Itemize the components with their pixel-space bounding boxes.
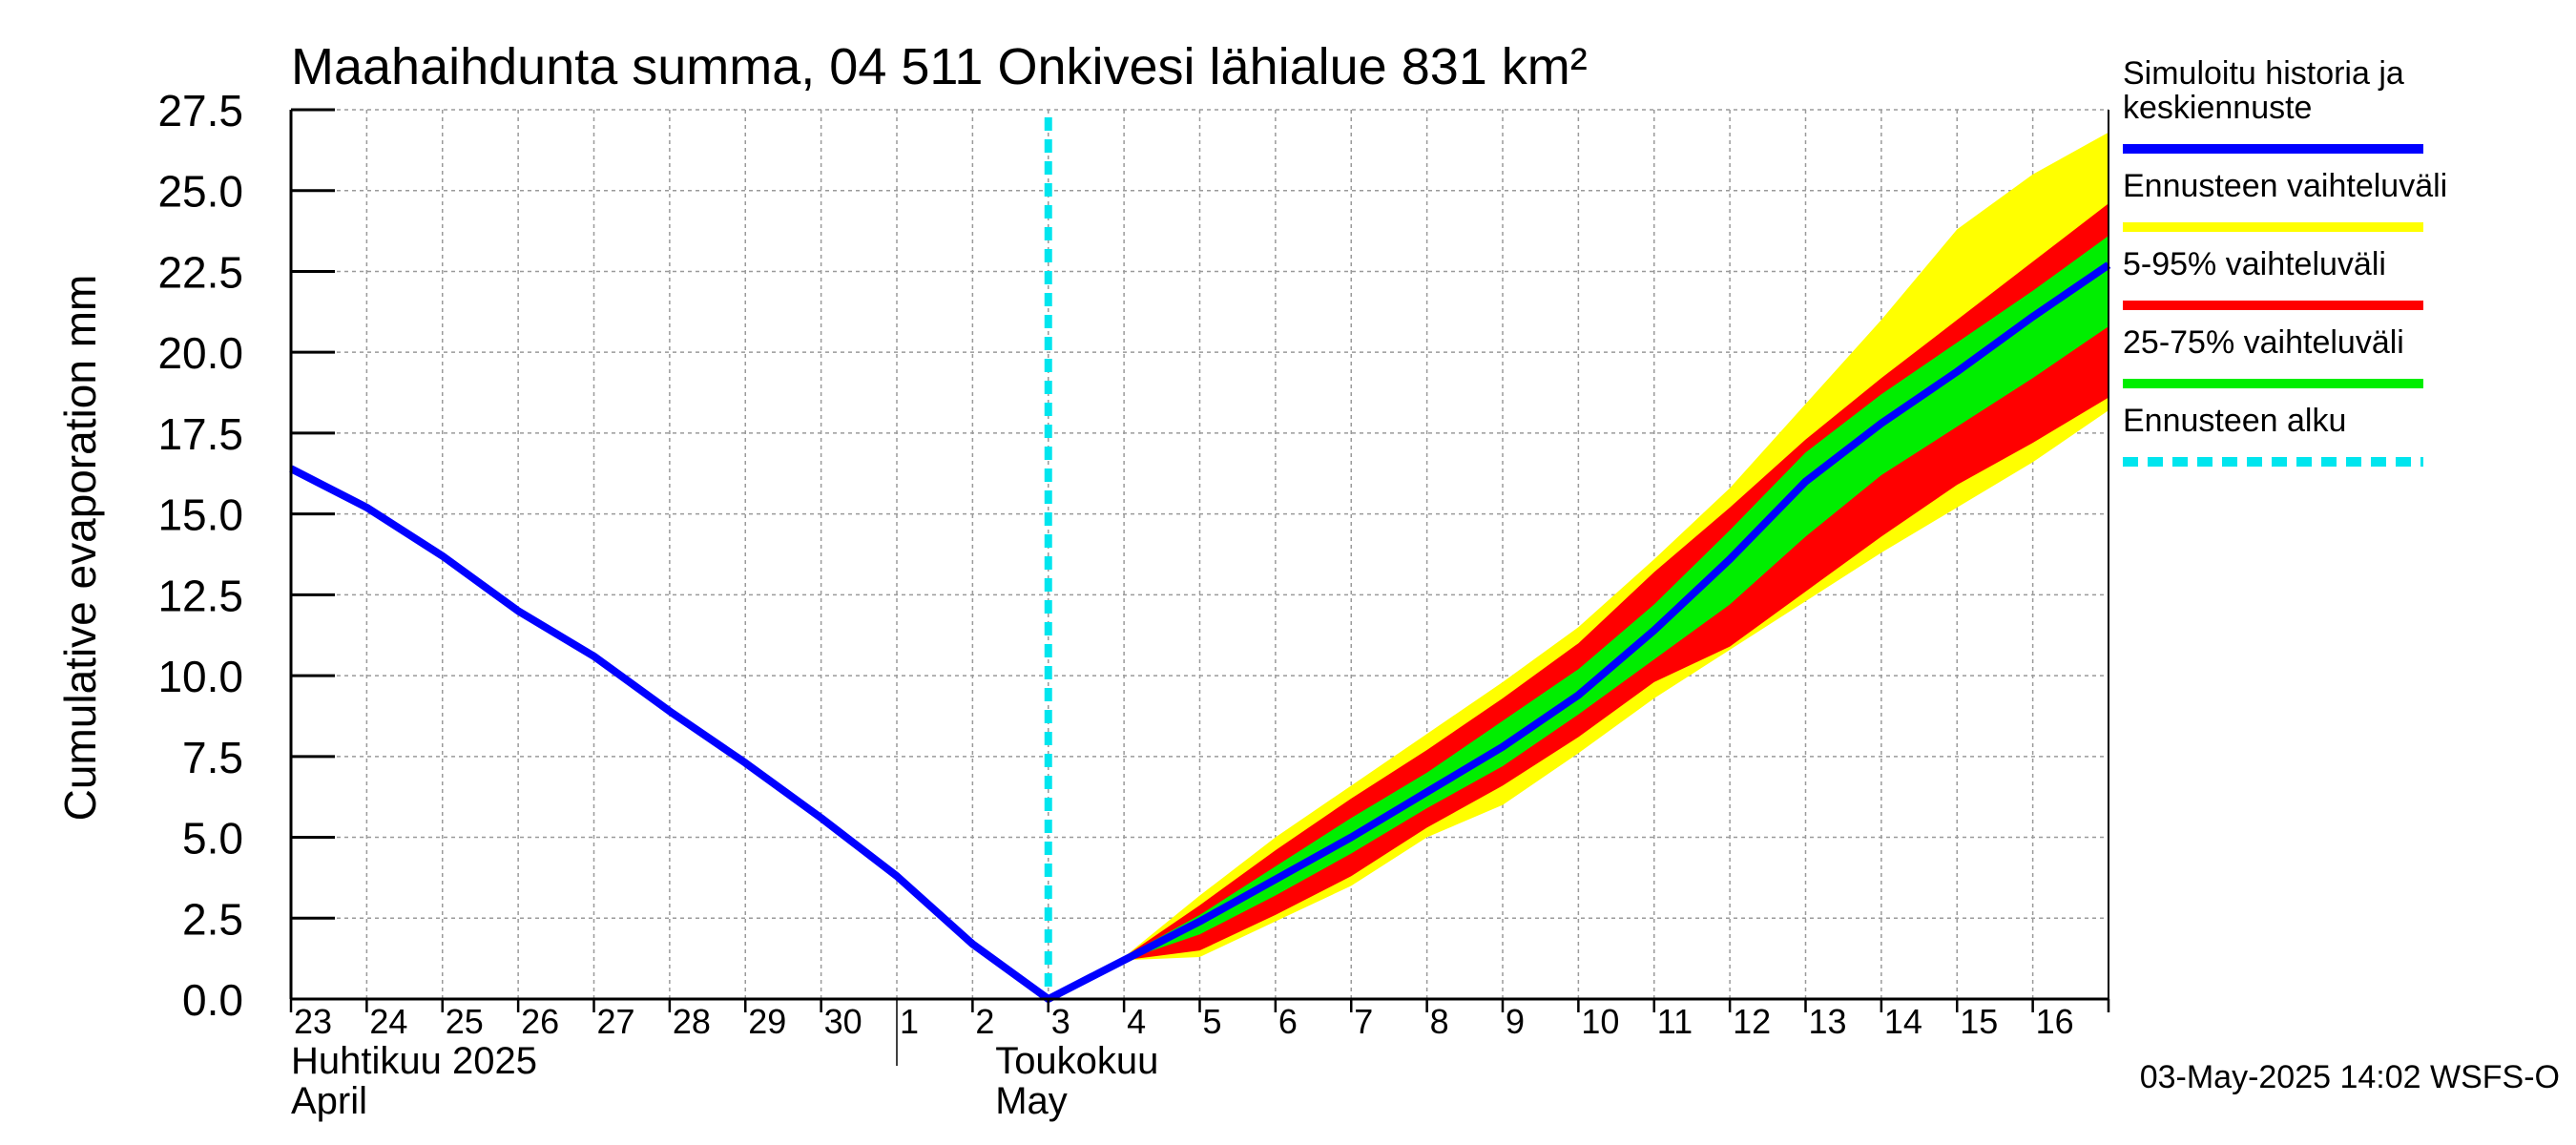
forecast-bands (1048, 132, 2109, 999)
x-tick-label: 24 (369, 1002, 407, 1041)
series-lines (289, 117, 2111, 1003)
x-tick-label: 1 (900, 1002, 919, 1041)
band-full-range (1048, 132, 2109, 999)
x-tick-label: 11 (1657, 1002, 1693, 1041)
x-tick-label: 14 (1884, 1002, 1922, 1041)
axes (289, 108, 2110, 1066)
x-tick-label: 28 (673, 1002, 711, 1041)
y-tick-label: 7.5 (182, 733, 243, 782)
x-tick-labels: 23 24 25 26 27 28 29 30 1 2 3 4 5 6 7 8 9 10 11 12 13 14 15 16 (294, 1002, 2074, 1041)
legend-label: Ennusteen vaihteluväli (2123, 168, 2447, 204)
month-label-english: April (291, 1080, 367, 1122)
legend-entry: 25-75% vaihteluväli (2123, 324, 2423, 388)
history-median-line (289, 261, 2111, 1003)
x-tick-label: 7 (1354, 1002, 1373, 1041)
y-tick-label: 22.5 (157, 247, 243, 297)
x-tick-label: 5 (1203, 1002, 1222, 1041)
band-25-75 (1048, 236, 2109, 999)
x-tick-label: 29 (748, 1002, 786, 1041)
x-tick-label: 30 (824, 1002, 862, 1041)
legend-entry: 5-95% vaihteluväli (2123, 246, 2423, 310)
month-label-english: May (995, 1080, 1068, 1122)
legend-entry: Ennusteen vaihteluväli (2123, 168, 2447, 232)
y-tick-label: 27.5 (157, 86, 243, 135)
x-tick-label: 3 (1051, 1002, 1070, 1041)
x-tick-label: 25 (446, 1002, 484, 1041)
y-tick-label: 15.0 (157, 490, 243, 540)
month-label: Toukokuu (995, 1040, 1158, 1082)
x-tick-label: 16 (2036, 1002, 2074, 1041)
chart-title: Maahaihdunta summa, 04 511 Onkivesi lähi… (291, 38, 1588, 95)
legend-label: keskiennuste (2123, 90, 2312, 126)
x-tick-label: 4 (1127, 1002, 1146, 1041)
x-tick-label: 9 (1506, 1002, 1525, 1041)
legend-label: Ennusteen alku (2123, 403, 2346, 439)
y-tick-label: 25.0 (157, 167, 243, 217)
legend-entry: Ennusteen alku (2123, 403, 2423, 467)
y-tick-label: 20.0 (157, 328, 243, 378)
x-tick-label: 6 (1278, 1002, 1298, 1041)
x-tick-label: 23 (294, 1002, 332, 1041)
x-tick-label: 13 (1809, 1002, 1847, 1041)
y-axis-label: Cumulative evaporation mm (55, 275, 105, 822)
y-tick-label: 17.5 (157, 409, 243, 459)
legend-label: 5-95% vaihteluväli (2123, 246, 2386, 282)
footer-timestamp: 03-May-2025 14:02 WSFS-O (2140, 1059, 2560, 1095)
y-tick-label: 0.0 (182, 975, 243, 1025)
x-tick-label: 2 (975, 1002, 994, 1041)
legend-label: 25-75% vaihteluväli (2123, 324, 2404, 361)
y-tick-label: 12.5 (157, 571, 243, 620)
x-tick-label: 26 (521, 1002, 559, 1041)
x-tick-label: 27 (597, 1002, 635, 1041)
y-tick-labels: 0.0 2.5 5.0 7.5 10.0 12.5 15.0 17.5 20.0 22.5 25.0… (157, 86, 243, 1025)
x-tick-label: 10 (1581, 1002, 1619, 1041)
x-tick-label: 15 (1960, 1002, 1998, 1041)
y-tick-label: 2.5 (182, 894, 243, 944)
legend-label: Simuloitu historia ja (2123, 55, 2404, 92)
y-tick-label: 10.0 (157, 652, 243, 701)
month-label: Huhtikuu 2025 (291, 1040, 537, 1082)
x-tick-label: 8 (1430, 1002, 1449, 1041)
x-tick-label: 12 (1733, 1002, 1771, 1041)
y-tick-label: 5.0 (182, 814, 243, 864)
